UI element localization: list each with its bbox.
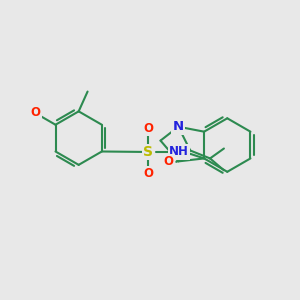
Text: O: O [143,167,153,180]
Text: O: O [164,155,173,168]
Text: O: O [143,122,153,135]
Text: NH: NH [169,146,189,158]
Text: O: O [31,106,40,119]
Text: N: N [173,120,184,133]
Text: S: S [143,145,153,159]
